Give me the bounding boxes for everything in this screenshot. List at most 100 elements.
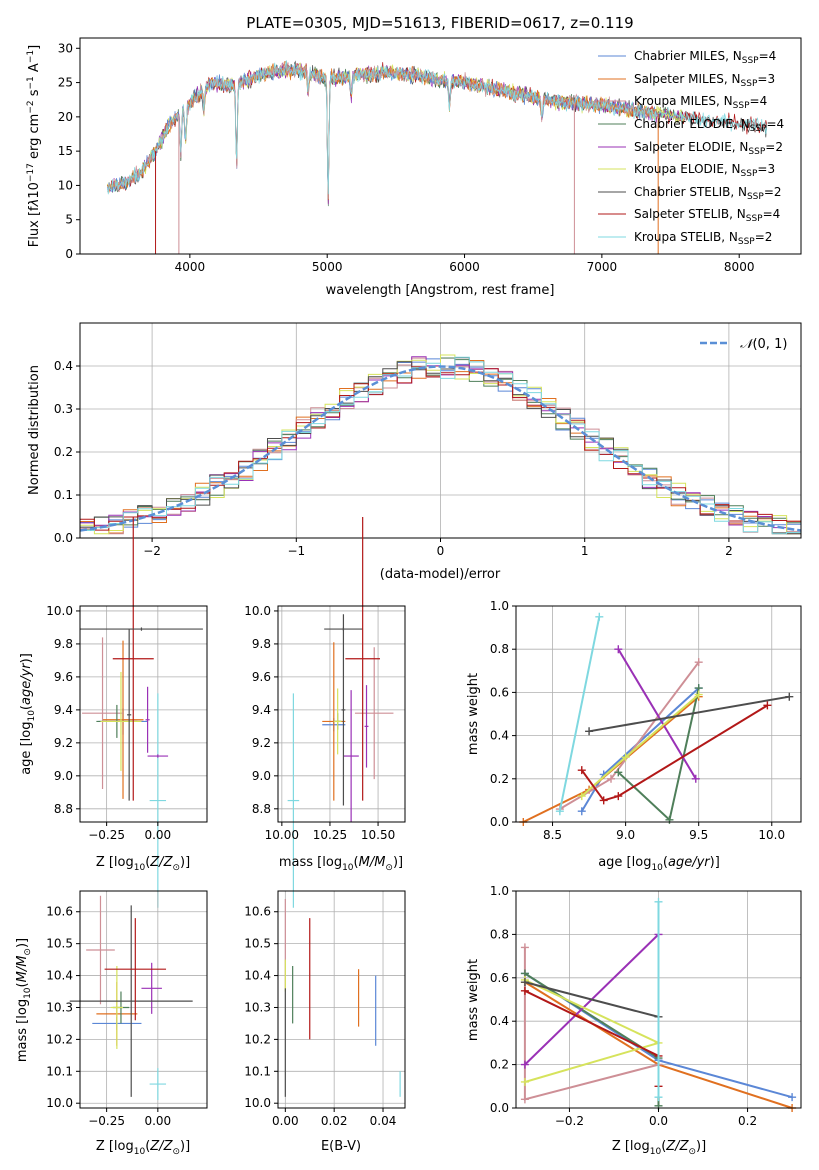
age-mass-series — [287, 516, 394, 908]
spectrum-line-chabrier-elodie — [107, 61, 685, 207]
series-marker — [614, 645, 623, 654]
y-tick-label: 10.3 — [244, 1000, 271, 1014]
x-tick-label: 10.0 — [758, 828, 785, 842]
series-marker — [520, 943, 529, 952]
mass-weight-series-chabrier-elodie — [614, 684, 703, 824]
errorbar-salpeter-stelib — [345, 516, 380, 801]
mass-weight-series-salpeter-stelib — [577, 701, 772, 805]
y-tick-label: 10.2 — [46, 1032, 73, 1046]
spectrum-line-kroupa-stelib — [107, 60, 768, 195]
y-tick-label: 9.0 — [252, 769, 271, 783]
y-tick-label: 9.4 — [252, 703, 271, 717]
spectrum-axes-frame — [79, 37, 802, 255]
legend-label-salpeter-stelib: Salpeter STELIB, NSSP=4 — [634, 207, 780, 224]
y-tick-label: 1.0 — [490, 884, 509, 898]
y-tick-label: 8.8 — [54, 802, 73, 816]
errorbar-salpeter-elodie — [364, 685, 369, 768]
x-tick-label: 0 — [437, 544, 445, 558]
y-tick-label: 0.8 — [490, 927, 509, 941]
mass-ebv-ticks: 0.00 0.02 0.04 10.0 10.1 10.2 10.3 10.4 10.5 10.6 — [244, 905, 396, 1128]
y-tick-label: 10 — [58, 178, 73, 192]
mass-weight-series-chabrier-miles — [577, 684, 703, 816]
errorbar-salpeter-elodie — [343, 690, 359, 822]
y-tick-label: 0.2 — [490, 1058, 509, 1072]
series-marker — [614, 792, 623, 801]
y-tick-label: 10.0 — [46, 1096, 73, 1110]
mw-age-ticks: 8.5 9.0 9.5 10.0 0.0 0.2 0.4 0.6 0.8 1.0 — [490, 599, 785, 842]
series-marker — [599, 796, 608, 805]
x-tick-label: 6000 — [449, 260, 480, 274]
errorbar-salpeter-elodie — [145, 686, 150, 753]
mw-z-y-label: mass weight — [466, 959, 481, 1041]
age-mass-grid — [278, 606, 405, 822]
mass-weight-series-chabrier-elodie — [520, 969, 663, 1110]
x-tick-label: 8.5 — [543, 828, 562, 842]
x-tick-label: 4000 — [175, 260, 206, 274]
age-mass-axes-frame — [277, 605, 406, 823]
errorbar-salpeter-stelib — [104, 918, 167, 1021]
y-tick-label: 0.8 — [490, 642, 509, 656]
y-tick-label: 0.2 — [490, 772, 509, 786]
x-tick-label: 0.00 — [272, 1114, 299, 1128]
y-tick-label: 0.6 — [490, 685, 509, 699]
errorbar-chabrier-stelib — [341, 614, 346, 806]
mass-ebv-grid — [278, 891, 405, 1108]
y-tick-label: 9.6 — [252, 670, 271, 684]
series-line — [558, 616, 601, 812]
errorbar-chabrier-stelib — [80, 627, 203, 631]
age-mass-x-label: mass [log10(M/M⊙)] — [279, 855, 403, 873]
mass-z-axes-frame — [79, 890, 208, 1109]
series-marker — [595, 612, 604, 621]
y-tick-label: 10.6 — [46, 905, 73, 919]
x-tick-label: 8000 — [724, 260, 755, 274]
y-tick-label: 9.2 — [54, 736, 73, 750]
errorbar-kroupa-stelib — [149, 693, 167, 908]
series-marker — [621, 753, 630, 762]
y-tick-label: 10.5 — [46, 937, 73, 951]
age-z-series — [80, 516, 203, 908]
x-tick-label: 10.50 — [361, 828, 395, 842]
age-z-grid — [80, 606, 207, 822]
normal-curve — [79, 365, 802, 532]
y-tick-label: 0 — [65, 247, 73, 261]
series-marker — [691, 774, 700, 783]
histogram-series — [79, 354, 802, 535]
x-tick-label: 7000 — [587, 260, 618, 274]
spectrum-title: PLATE=0305, MJD=51613, FIBERID=0617, z=0… — [246, 14, 633, 32]
y-tick-label: 10.5 — [244, 937, 271, 951]
y-tick-label: 10.0 — [244, 1096, 271, 1110]
age-z-axes-frame — [79, 605, 208, 823]
y-tick-label: 9.8 — [54, 637, 73, 651]
series-marker — [614, 768, 623, 777]
mass-z-series — [69, 895, 193, 1101]
y-tick-label: 10.3 — [46, 1000, 73, 1014]
y-tick-label: 0.1 — [54, 488, 73, 502]
mw-z-series — [520, 897, 797, 1112]
mass-weight-series-salpeter-stelib — [520, 986, 663, 1091]
x-tick-label: 0.2 — [738, 1114, 757, 1128]
series-marker — [577, 792, 586, 801]
errorbar-salpeter-elodie — [147, 754, 169, 758]
spectrum-line-kroupa-miles — [107, 62, 657, 199]
histogram-kroupa-elodie — [80, 354, 801, 535]
x-tick-label: 9.0 — [616, 828, 635, 842]
age-mass-ticks: 10.00 10.25 10.50 8.8 9.0 9.2 9.4 9.6 9.8 10.0 — [244, 604, 395, 842]
mw-z-x-label: Z [log10(Z/Z⊙)] — [612, 1139, 706, 1157]
x-tick-label: 2 — [725, 544, 733, 558]
age-z-x-label: Z [log10(Z/Z⊙)] — [96, 855, 190, 873]
y-tick-label: 10.2 — [244, 1032, 271, 1046]
y-tick-label: 0.3 — [54, 402, 73, 416]
y-tick-label: 0.0 — [54, 531, 73, 545]
y-tick-label: 20 — [58, 110, 73, 124]
mass-weight-series-chabrier-stelib — [585, 692, 794, 736]
errorbar-kroupa-stelib — [287, 693, 300, 908]
mass-weight-series-kroupa-stelib — [654, 897, 663, 1102]
age-z-y-label: age [log10(age/yr)] — [19, 653, 37, 775]
series-marker — [555, 807, 564, 816]
x-tick-label: −2 — [143, 544, 161, 558]
y-tick-label: 25 — [58, 76, 73, 90]
errorbar-salpeter-elodie — [141, 962, 162, 1014]
errorbar-salpeter-miles — [102, 640, 144, 799]
spectrum-y-label: Flux [fλ10−17 erg cm−2 s−1 A−1] — [26, 45, 42, 247]
